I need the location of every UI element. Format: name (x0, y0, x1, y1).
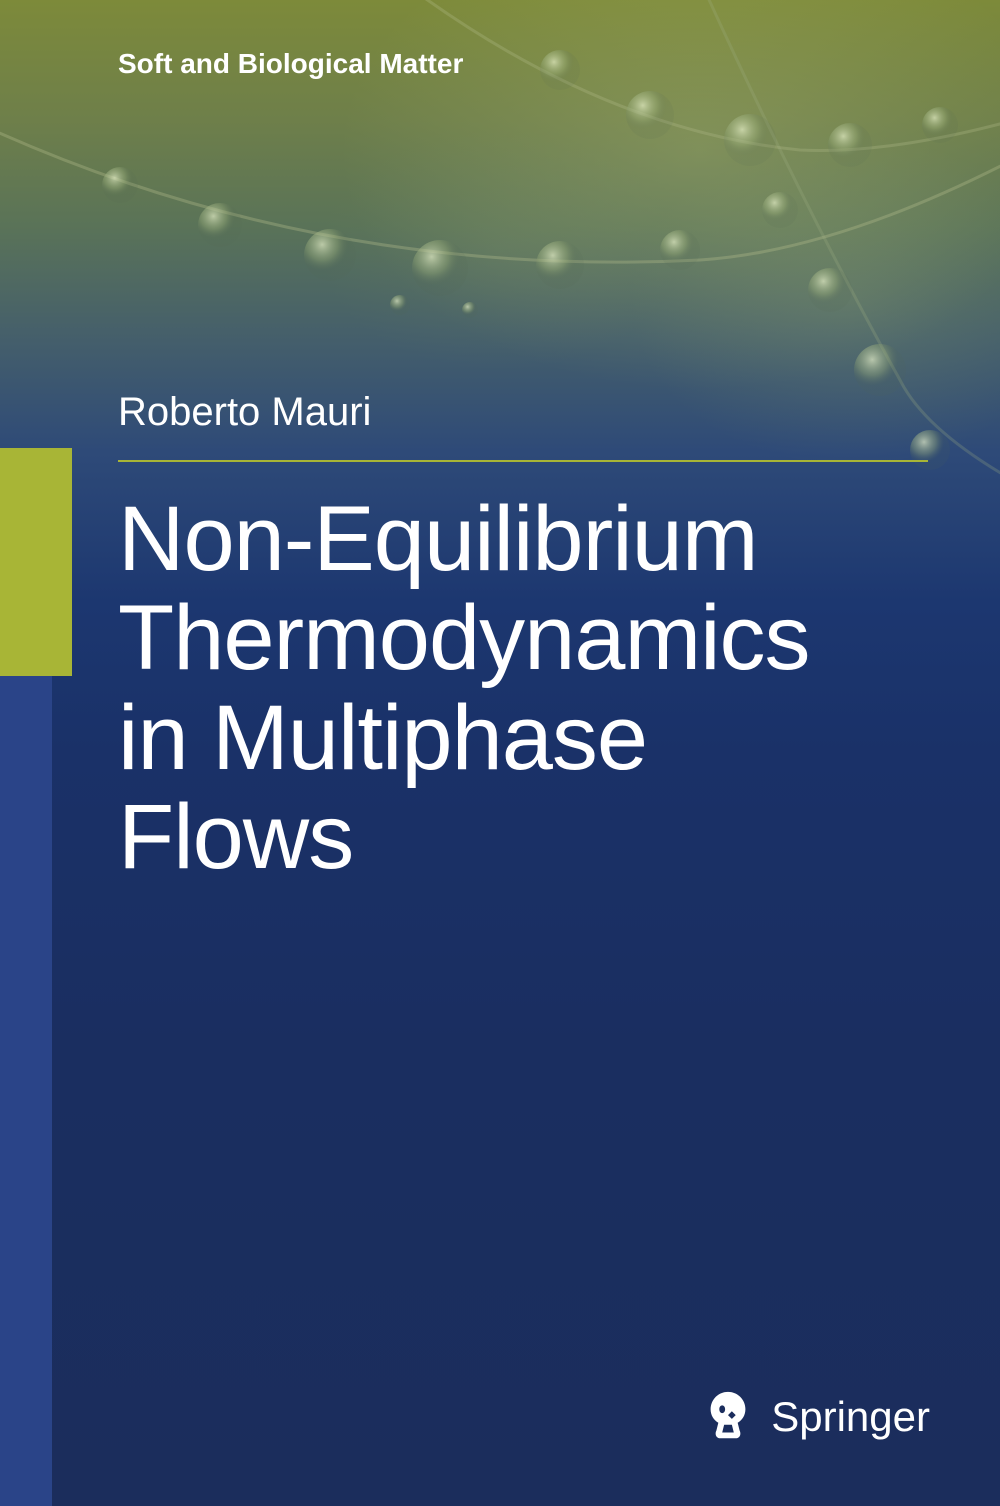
springer-horse-icon (699, 1388, 757, 1446)
series-label: Soft and Biological Matter (118, 48, 463, 80)
title-line-3: in Multiphase (118, 689, 810, 788)
title-line-2: Thermodynamics (118, 589, 810, 688)
title-line-1: Non-Equilibrium (118, 490, 810, 589)
publisher-name: Springer (771, 1393, 930, 1441)
accent-block (0, 448, 72, 676)
book-title: Non-Equilibrium Thermodynamics in Multip… (118, 490, 810, 887)
book-cover: Soft and Biological Matter Roberto Mauri… (0, 0, 1000, 1506)
publisher-block: Springer (699, 1388, 930, 1446)
spine-block (0, 676, 52, 1506)
title-line-4: Flows (118, 788, 810, 887)
author-name: Roberto Mauri (118, 390, 371, 435)
title-divider (118, 460, 928, 462)
